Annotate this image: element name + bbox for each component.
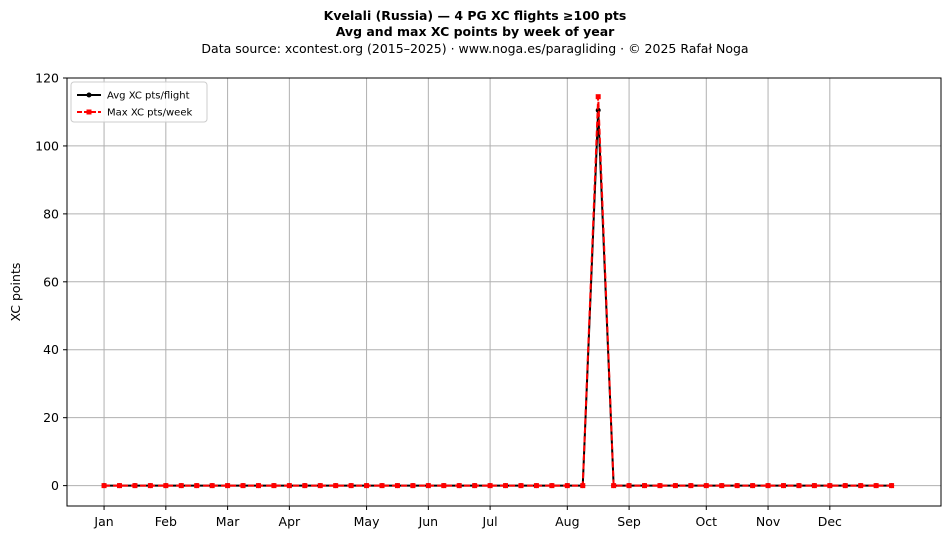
data-point — [286, 483, 292, 489]
data-point — [765, 483, 771, 489]
data-point — [595, 94, 601, 100]
data-point — [178, 483, 184, 489]
x-tick-label: Jul — [482, 514, 498, 529]
data-point — [827, 483, 833, 489]
grid-lines — [67, 77, 941, 506]
data-point — [750, 483, 756, 489]
data-point — [255, 483, 261, 489]
y-axis-label: XC points — [8, 263, 23, 322]
data-point — [209, 483, 215, 489]
data-point — [657, 483, 663, 489]
data-point — [117, 483, 123, 489]
data-point — [611, 483, 617, 489]
data-point — [858, 483, 864, 489]
data-point — [873, 483, 879, 489]
x-tick-label: Jan — [93, 514, 113, 529]
data-point — [518, 483, 524, 489]
y-tick-label: 120 — [35, 71, 59, 86]
data-point — [734, 483, 740, 489]
x-tick-label: Nov — [756, 514, 781, 529]
plot-frame — [66, 77, 942, 507]
y-tick-label: 100 — [35, 138, 59, 153]
x-tick-label: May — [354, 514, 380, 529]
data-point — [271, 483, 277, 489]
data-point — [811, 483, 817, 489]
data-point — [425, 483, 431, 489]
legend-label: Max XC pts/week — [107, 108, 192, 119]
legend-swatch-marker — [86, 109, 92, 115]
axis-ticks: Jan Feb Mar Apr May Jun Jul Aug Sep Oct Nov Dec 0 20 4… — [35, 71, 842, 530]
data-point — [163, 483, 169, 489]
data-point — [456, 483, 462, 489]
data-point — [194, 483, 200, 489]
x-tick-label: Aug — [555, 514, 579, 529]
data-point — [394, 483, 400, 489]
data-point — [348, 483, 354, 489]
data-point — [796, 483, 802, 489]
data-point — [626, 483, 632, 489]
data-point — [580, 483, 586, 489]
data-point — [719, 483, 725, 489]
data-point — [842, 483, 848, 489]
data-point — [688, 483, 694, 489]
chart-title: Kvelali (Russia) — 4 PG XC flights ≥100 … — [323, 8, 627, 23]
x-tick-label: Jun — [418, 514, 439, 529]
legend-label: Avg XC pts/flight — [107, 91, 190, 102]
x-tick-label: Oct — [695, 514, 717, 529]
x-tick-label: Mar — [216, 514, 240, 529]
legend: Avg XC pts/flight Max XC pts/week — [70, 81, 208, 123]
data-point — [780, 483, 786, 489]
y-tick-label: 60 — [43, 274, 59, 289]
data-point — [503, 483, 509, 489]
data-point — [703, 483, 709, 489]
data-point — [672, 483, 678, 489]
data-point — [333, 483, 339, 489]
data-point — [533, 483, 539, 489]
data-point — [302, 483, 308, 489]
data-point — [147, 483, 153, 489]
x-tick-label: Sep — [617, 514, 641, 529]
data-point — [101, 483, 107, 489]
data-point — [549, 483, 555, 489]
data-point — [410, 483, 416, 489]
series-layer — [101, 94, 895, 489]
data-point — [364, 483, 370, 489]
y-tick-label: 40 — [43, 342, 59, 357]
x-tick-label: Feb — [155, 514, 177, 529]
data-point — [441, 483, 447, 489]
x-tick-label: Dec — [818, 514, 842, 529]
legend-box — [70, 81, 208, 123]
y-tick-label: 80 — [43, 206, 59, 221]
data-point — [379, 483, 385, 489]
series-line — [104, 109, 892, 487]
y-tick-label: 20 — [43, 410, 59, 425]
data-point — [225, 483, 231, 489]
data-point — [472, 483, 478, 489]
data-point — [240, 483, 246, 489]
chart-subtitle: Avg and max XC points by week of year — [335, 24, 615, 39]
x-tick-label: Apr — [279, 514, 301, 529]
legend-swatch-marker — [86, 92, 92, 98]
data-point — [132, 483, 138, 489]
chart-header: Kvelali (Russia) — 4 PG XC flights ≥100 … — [0, 8, 950, 57]
data-point — [564, 483, 570, 489]
data-point — [642, 483, 648, 489]
chart-source-note: Data source: xcontest.org (2015–2025) · … — [201, 41, 749, 56]
y-tick-label: 0 — [51, 478, 59, 493]
series-line — [104, 95, 892, 487]
data-point — [487, 483, 493, 489]
data-point — [889, 483, 895, 489]
data-point — [317, 483, 323, 489]
